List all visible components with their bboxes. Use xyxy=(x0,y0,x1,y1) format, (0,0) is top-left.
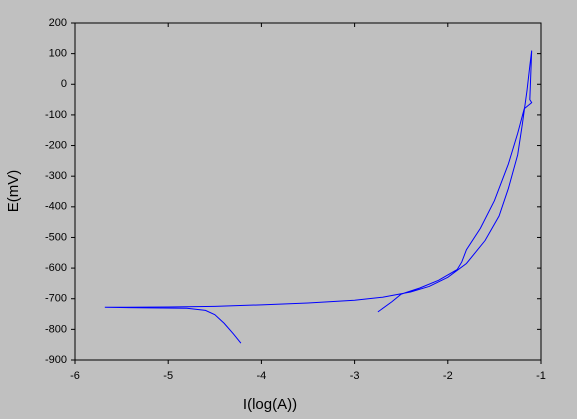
y-tick-label: 200 xyxy=(49,17,67,29)
plot-frame xyxy=(74,22,542,361)
x-tick-label: -1 xyxy=(536,370,546,382)
x-tick-label: -4 xyxy=(257,370,267,382)
x-tick-label: -2 xyxy=(443,370,453,382)
x-tick-label: -3 xyxy=(350,370,360,382)
y-tick-label: -200 xyxy=(45,139,67,151)
x-axis-title: I(log(A)) xyxy=(243,396,297,413)
y-tick-label: -500 xyxy=(45,231,67,243)
y-axis-title: E(mV) xyxy=(5,170,22,213)
y-tick-label: -600 xyxy=(45,262,67,274)
x-tick-label: -5 xyxy=(163,370,173,382)
data-line xyxy=(104,50,533,344)
y-tick-label: -100 xyxy=(45,109,67,121)
y-tick-label: 100 xyxy=(49,48,67,60)
y-tick-label: -300 xyxy=(45,170,67,182)
y-tick-label: -400 xyxy=(45,201,67,213)
y-tick-label: -700 xyxy=(45,293,67,305)
y-tick-label: 0 xyxy=(61,78,67,90)
y-tick-label: -900 xyxy=(45,354,67,366)
x-tick-label: -6 xyxy=(70,370,80,382)
y-tick-label: -800 xyxy=(45,323,67,335)
